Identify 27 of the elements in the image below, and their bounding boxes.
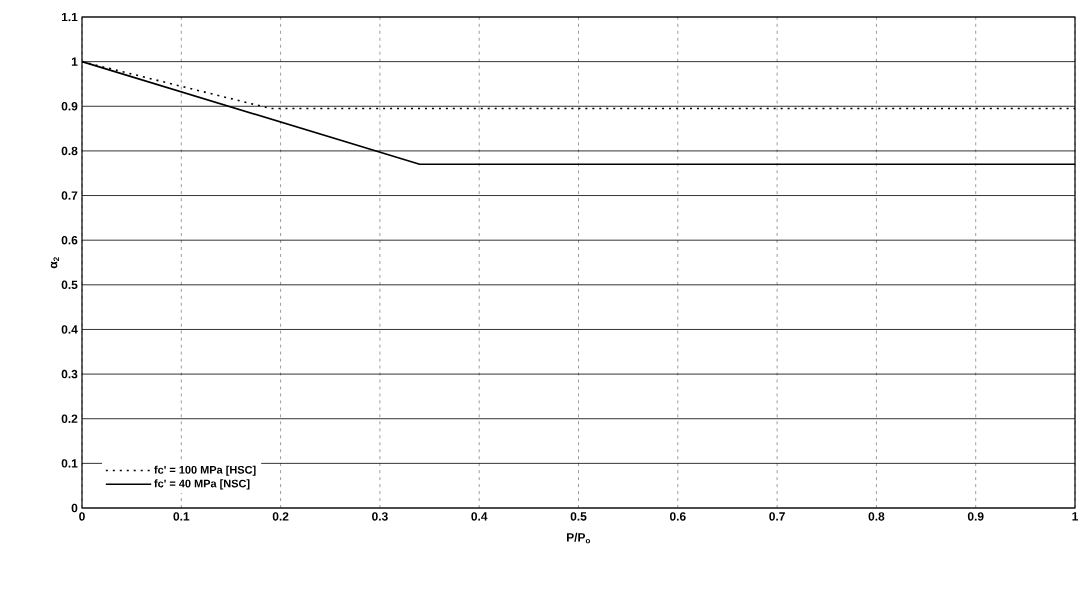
x-tick-label: 0.2 [272, 512, 289, 521]
x-tick-label: 0 [79, 512, 85, 521]
y-tick-label: 0.5 [61, 280, 78, 290]
y-tick-label: 0.8 [61, 146, 78, 156]
y-tick-label: 0 [71, 503, 78, 513]
x-tick-label: 1 [1072, 512, 1078, 521]
y-axis-title: α$_{2}$ [50, 257, 60, 269]
x-tick-label: 0.1 [173, 512, 190, 521]
y-tick-label: 0.3 [61, 369, 78, 379]
y-tick-label: 0.6 [61, 235, 78, 245]
x-axis-title: P/P$_{o}$ [566, 532, 591, 544]
y-tick-label: 0.9 [61, 102, 78, 111]
x-tick-label: 0.9 [967, 512, 984, 521]
y-tick-label: 0.1 [61, 459, 78, 468]
y-tick-label: 0.4 [61, 325, 78, 334]
y-tick-label: 1.1 [61, 12, 78, 22]
x-tick-label: 0.4 [471, 512, 488, 521]
legend-label: fc' = 40 MPa [NSC] [154, 479, 250, 490]
legend-label: fc' = 100 MPa [HSC] [154, 465, 256, 476]
x-tick-label: 0.8 [868, 512, 885, 521]
x-tick-label: 0.7 [769, 512, 785, 521]
x-tick-label: 0.3 [372, 512, 388, 521]
x-tick-label: 0.6 [669, 512, 686, 521]
y-tick-label: 0.2 [61, 414, 78, 423]
y-tick-label: 1 [71, 57, 78, 66]
x-tick-label: 0.5 [570, 512, 587, 521]
y-tick-label: 0.7 [61, 191, 78, 200]
